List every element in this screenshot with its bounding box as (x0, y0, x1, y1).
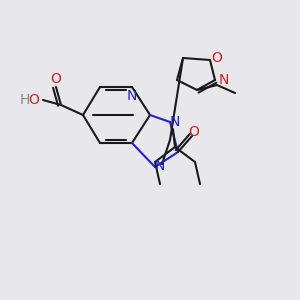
Text: N: N (219, 73, 229, 87)
Text: H: H (20, 93, 30, 107)
Text: O: O (28, 93, 39, 107)
Text: O: O (212, 51, 222, 65)
Text: O: O (189, 125, 200, 139)
Text: O: O (51, 72, 62, 86)
Text: N: N (155, 159, 165, 173)
Text: N: N (170, 115, 180, 129)
Text: N: N (127, 89, 137, 103)
